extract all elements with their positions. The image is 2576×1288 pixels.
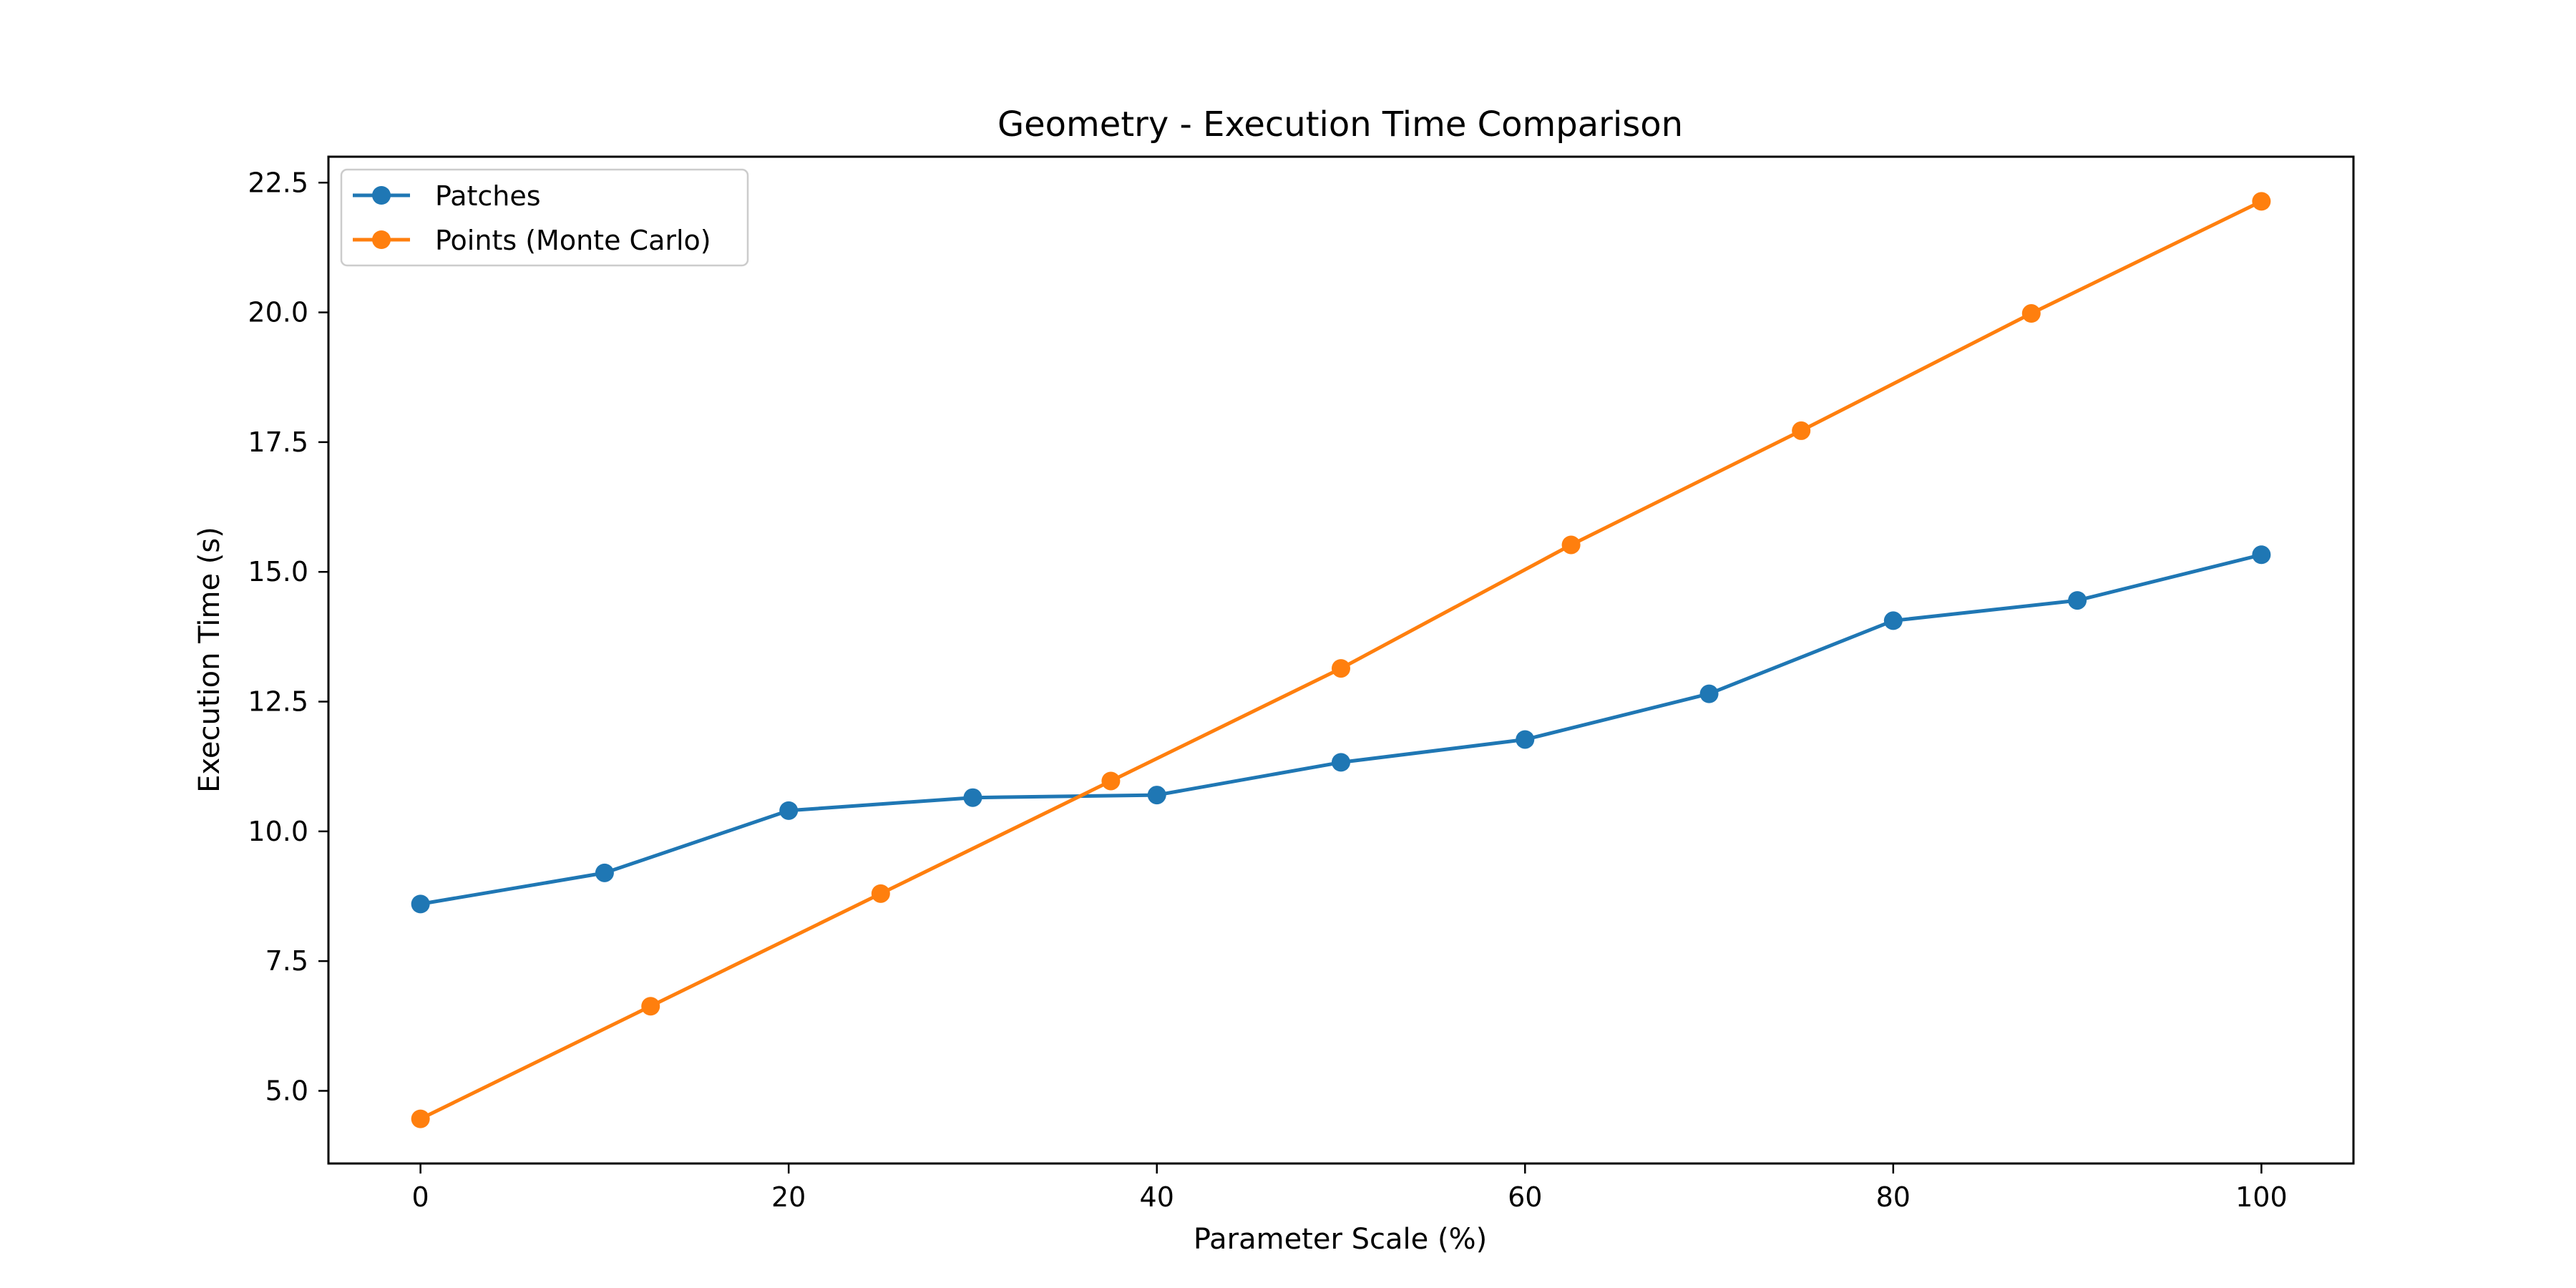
- y-axis-label: Execution Time (s): [193, 527, 226, 793]
- legend-marker: [372, 230, 391, 249]
- data-point-points-monte-carlo: [2021, 304, 2041, 323]
- data-point-points-monte-carlo: [641, 997, 660, 1016]
- x-tick-label: 40: [1140, 1181, 1174, 1213]
- legend-marker: [372, 186, 391, 205]
- series-layer: [411, 192, 2271, 1128]
- y-tick-label: 15.0: [248, 556, 308, 587]
- y-tick-label: 7.5: [265, 945, 308, 977]
- data-point-patches: [411, 894, 430, 914]
- y-tick-label: 17.5: [248, 426, 308, 458]
- x-tick-label: 0: [412, 1181, 429, 1213]
- data-point-points-monte-carlo: [871, 884, 890, 903]
- data-point-points-monte-carlo: [411, 1109, 430, 1128]
- legend-label: Patches: [435, 180, 541, 212]
- data-point-patches: [1883, 611, 1903, 630]
- x-tick-label: 100: [2235, 1181, 2288, 1213]
- y-tick-label: 12.5: [248, 686, 308, 718]
- series-line-patches: [420, 552, 2263, 906]
- y-tick-label: 10.0: [248, 816, 308, 847]
- data-point-patches: [595, 863, 614, 882]
- y-tick-label: 22.5: [248, 167, 308, 198]
- data-point-patches: [963, 788, 982, 807]
- data-point-points-monte-carlo: [2252, 192, 2271, 211]
- data-point-patches: [1516, 730, 1535, 749]
- x-axis-ticks: 0 20 40 60 80 100: [412, 1163, 2288, 1213]
- data-point-points-monte-carlo: [1332, 659, 1350, 678]
- chart-title: Geometry - Execution Time Comparison: [997, 104, 1683, 145]
- data-point-patches: [2068, 591, 2087, 610]
- y-tick-label: 20.0: [248, 297, 308, 328]
- y-axis-ticks: 5.0 7.5 10.0 12.5 15.0 17.5 20.0 22.5: [248, 167, 328, 1106]
- data-point-patches: [2252, 545, 2271, 565]
- data-point-points-monte-carlo: [1561, 535, 1581, 555]
- data-point-points-monte-carlo: [1792, 421, 1811, 440]
- legend-label: Points (Monte Carlo): [435, 225, 711, 256]
- legend-frame: [340, 168, 749, 267]
- data-point-patches: [1332, 753, 1350, 772]
- x-tick-label: 60: [1508, 1181, 1542, 1213]
- plot-area-frame: [327, 155, 2355, 1165]
- y-tick-label: 5.0: [265, 1075, 308, 1106]
- data-point-patches: [1699, 684, 1719, 703]
- data-point-points-monte-carlo: [1101, 771, 1121, 791]
- x-tick-label: 80: [1876, 1181, 1911, 1213]
- x-tick-label: 20: [771, 1181, 806, 1213]
- legend: Patches Points (Monte Carlo): [340, 168, 749, 267]
- x-axis-label: Parameter Scale (%): [1194, 1223, 1487, 1256]
- data-point-patches: [779, 801, 799, 820]
- data-point-patches: [1147, 786, 1166, 805]
